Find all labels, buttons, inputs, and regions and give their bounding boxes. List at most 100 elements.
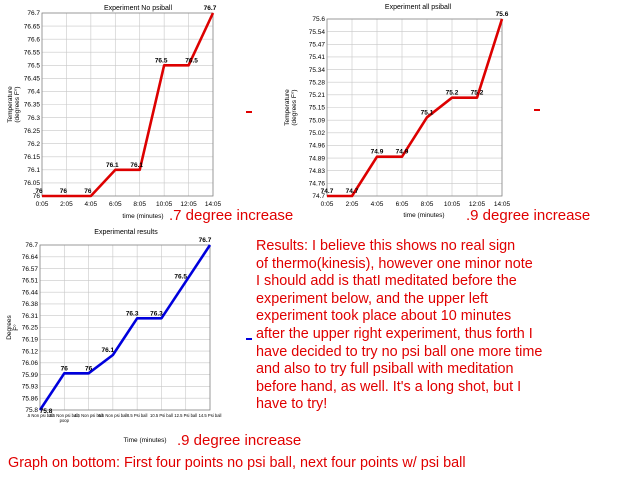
y-tick-label: 76.35 xyxy=(24,102,41,109)
x-tick-label: 10:05 xyxy=(156,201,173,208)
x-tick-label: 6.5 Non psi ball xyxy=(98,413,127,418)
x-tick-label: 2.5 Non psi ball, poop xyxy=(49,413,79,423)
x-tick-label: 8:05 xyxy=(133,201,146,208)
data-label: 76.1 xyxy=(106,162,119,169)
y-tick-label: 76.65 xyxy=(24,23,41,30)
y-axis-title-line: F° xyxy=(12,324,20,331)
x-tick-label: 6:05 xyxy=(109,201,122,208)
chart-title: Experiment No psiball xyxy=(104,5,173,12)
y-tick-label: 74.7 xyxy=(312,193,325,200)
y-tick-label: 76.7 xyxy=(25,242,38,249)
data-label: 75.6 xyxy=(496,11,509,18)
chart-title: Experiment all psiball xyxy=(385,4,452,11)
y-tick-label: 76.3 xyxy=(27,115,40,122)
data-label: 75.1 xyxy=(421,109,434,116)
x-tick-label: 4:05 xyxy=(371,201,384,208)
series-line xyxy=(327,18,504,198)
data-label: 76.7 xyxy=(204,5,217,12)
y-tick-label: 75.41 xyxy=(309,54,326,61)
y-tick-label: 76.55 xyxy=(24,49,41,56)
y-axis-title-line: (degrees F°) xyxy=(13,86,21,122)
data-label: 74.9 xyxy=(396,149,409,156)
data-label: 76.5 xyxy=(174,274,187,281)
chart-all-psiball: Experiment all psiball Temperature (degre… xyxy=(284,4,511,219)
results-line: and also to try full psiball with medita… xyxy=(256,361,514,378)
x-tick-label: 12:05 xyxy=(180,201,197,208)
y-tick-label: 74.83 xyxy=(309,168,326,175)
results-line: of thermo(kinesis), however one minor no… xyxy=(256,255,533,272)
y-tick-label: 76.15 xyxy=(24,154,41,161)
x-tick-label: .5 Non psi ball xyxy=(27,413,54,418)
y-tick-label: 75.15 xyxy=(309,105,326,112)
x-axis-title: time (minutes) xyxy=(122,213,163,220)
y-tick-label: 76.1 xyxy=(27,167,40,174)
data-label: 74.9 xyxy=(371,149,384,156)
results-line: experiment took place about 10 minutes xyxy=(256,308,512,325)
y-tick-label: 76.4 xyxy=(27,89,40,96)
x-tick-label: 4.5 Non psi ball xyxy=(74,413,103,418)
blue-dash-mark xyxy=(246,338,252,340)
red-dash-mark xyxy=(534,109,540,111)
y-tick-label: 76.19 xyxy=(22,336,39,343)
data-label: 75.8 xyxy=(40,408,53,415)
y-tick-label: 75.21 xyxy=(309,92,326,99)
y-tick-label: 76.05 xyxy=(24,180,41,187)
x-tick-label: 12:05 xyxy=(469,201,486,208)
x-tick-label: 10.5 Psi ball xyxy=(150,413,173,418)
data-label: 76.5 xyxy=(155,57,168,64)
y-tick-label: 76.64 xyxy=(22,254,39,261)
y-tick-label: 76.12 xyxy=(22,348,39,355)
data-label: 74.7 xyxy=(346,188,359,195)
y-tick-label: 76.2 xyxy=(27,141,40,148)
y-tick-label: 75.86 xyxy=(22,395,39,402)
y-tick-label: 76.38 xyxy=(22,301,39,308)
plot-frame xyxy=(41,12,214,197)
plot-frame xyxy=(39,244,211,411)
y-tick-label: 75.93 xyxy=(22,384,39,391)
chart-no-psiball: Experiment No psiball Temperature (degree… xyxy=(7,5,222,220)
x-tick-label: 14:05 xyxy=(205,201,222,208)
series-line xyxy=(38,244,212,411)
results-line: before hand, as well. It's a long shot, … xyxy=(256,378,522,395)
results-line: after the upper right experiment, thus f… xyxy=(256,325,533,342)
data-label: 75.2 xyxy=(446,90,459,97)
y-tick-label: 75.09 xyxy=(309,117,326,124)
x-tick-label: 4:05 xyxy=(85,201,98,208)
y-tick-label: 75.6 xyxy=(312,16,325,23)
x-axis-title: Time (minutes) xyxy=(123,437,166,444)
footer-note: Graph on bottom: First four points no ps… xyxy=(8,455,466,471)
y-tick-label: 76.06 xyxy=(22,360,39,367)
y-axis-title-line: Temperature xyxy=(7,86,14,123)
y-axis-title: Degrees F° xyxy=(6,314,20,339)
y-axis-title-line: Degrees xyxy=(6,314,13,339)
x-axis-title: time (minutes) xyxy=(403,212,444,219)
y-tick-label: 75.34 xyxy=(309,67,326,74)
x-tick-label: 14:05 xyxy=(494,201,511,208)
y-tick-label: 75.47 xyxy=(309,41,326,48)
y-tick-label: 76 xyxy=(33,193,41,200)
data-label: 76 xyxy=(60,188,68,195)
data-label: 76.5 xyxy=(185,57,198,64)
y-tick-label: 74.96 xyxy=(309,143,326,150)
y-tick-label: 76.7 xyxy=(27,10,40,17)
y-tick-label: 76.5 xyxy=(27,62,40,69)
y-axis-title-line: (degrees F°) xyxy=(290,89,298,125)
results-line: experiment below, and the upper left xyxy=(256,290,488,307)
results-line: Results: I believe this shows no real si… xyxy=(256,238,516,254)
y-tick-label: 75.8 xyxy=(25,407,38,414)
y-axis-title-line: Temperature xyxy=(284,89,291,126)
data-label: 76.3 xyxy=(150,310,163,317)
x-tick-label: 10:05 xyxy=(444,201,461,208)
results-line: have decided to try no psi ball one more… xyxy=(256,343,543,360)
data-label: 74.7 xyxy=(321,188,334,195)
y-tick-label: 75.28 xyxy=(309,79,326,86)
x-tick-label: 8.5 Psi ball xyxy=(127,413,148,418)
results-line: have to try! xyxy=(256,396,328,413)
chart2-increase-note: .9 degree increase xyxy=(466,207,591,224)
x-tick-label: 2:05 xyxy=(346,201,359,208)
data-label: 75.2 xyxy=(471,90,484,97)
x-tick-label: 8:05 xyxy=(421,201,434,208)
y-tick-label: 76.25 xyxy=(22,325,39,332)
y-tick-label: 76.6 xyxy=(27,36,40,43)
data-label: 76.3 xyxy=(126,310,139,317)
